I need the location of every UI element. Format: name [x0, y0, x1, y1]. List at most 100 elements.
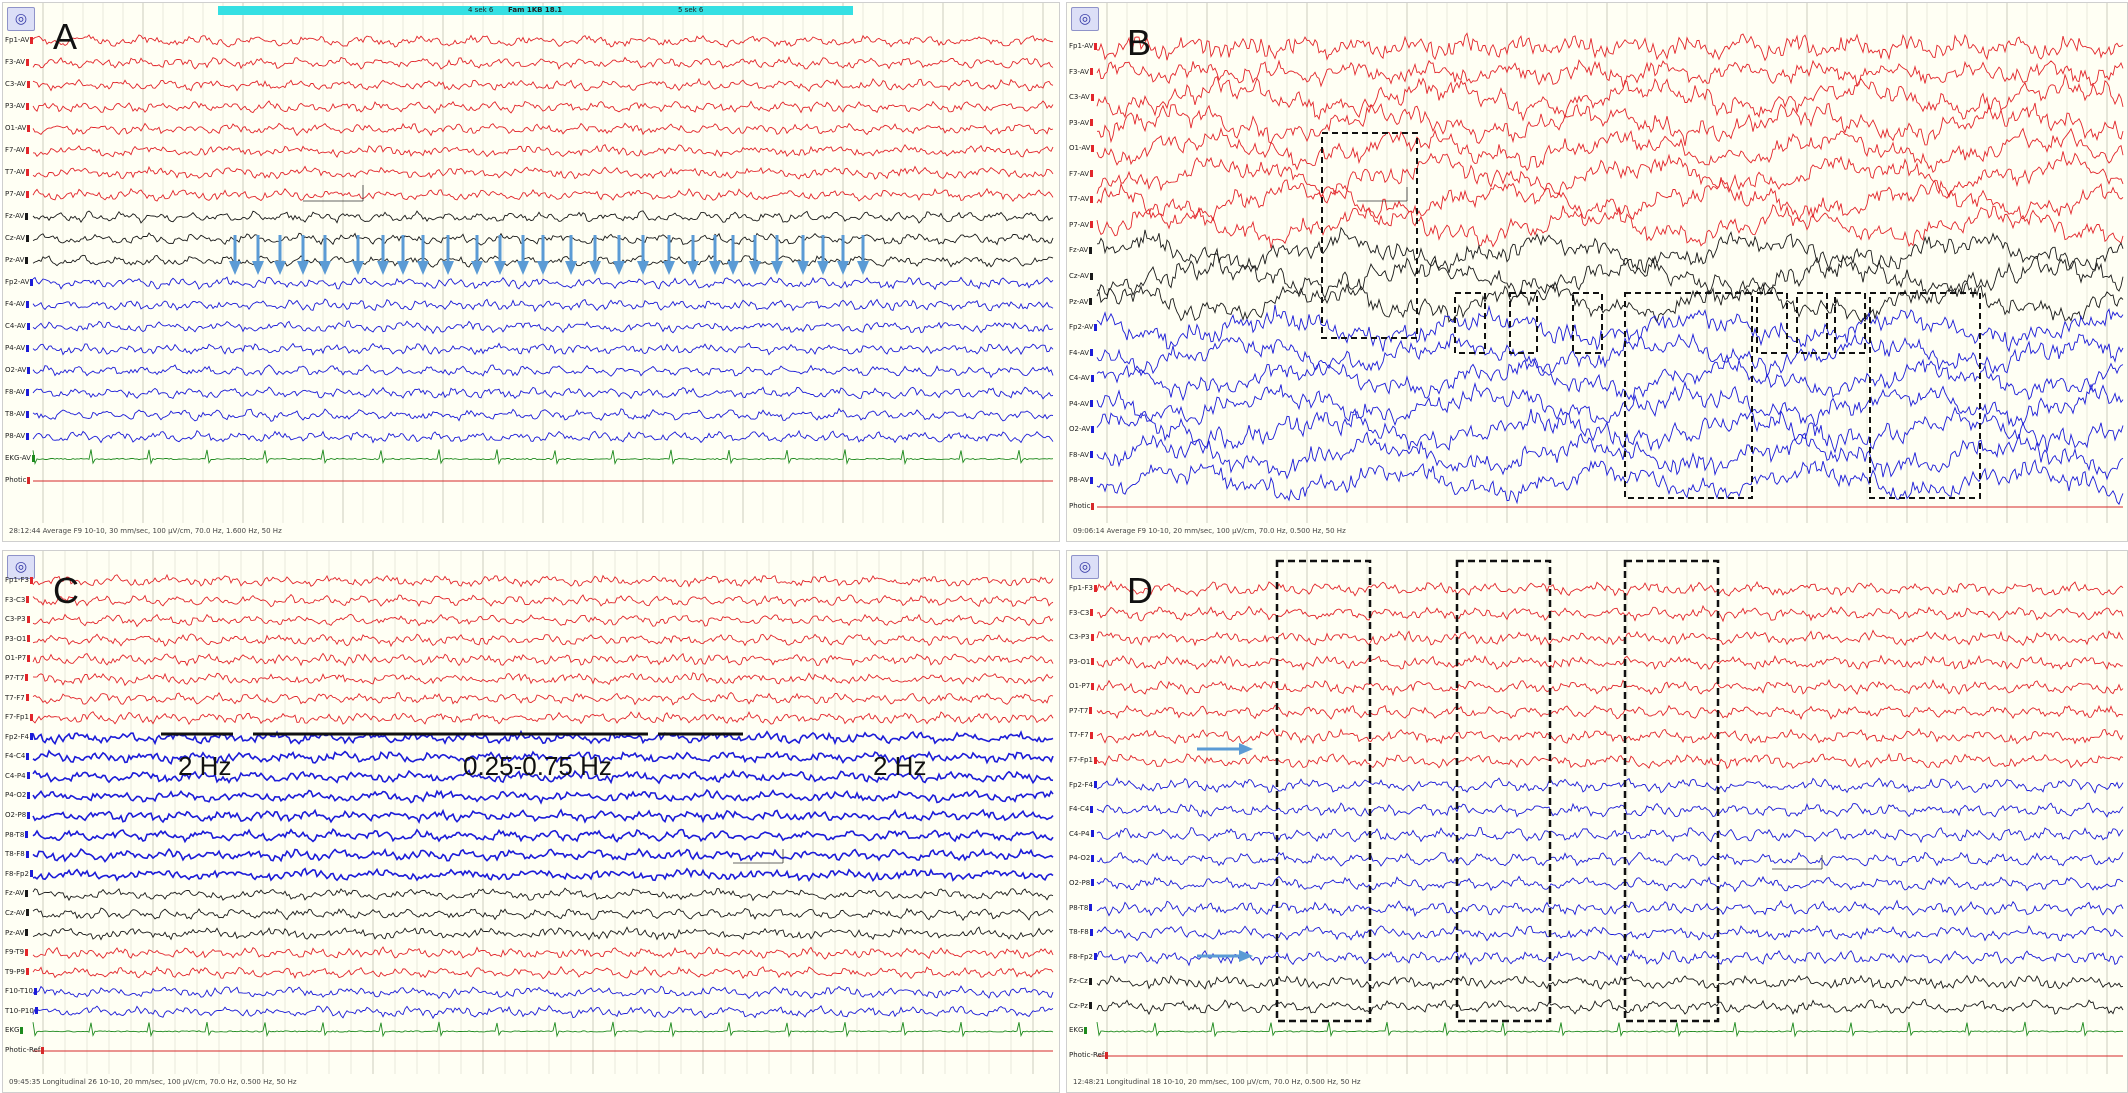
channel-label[interactable]: T7-AV	[1069, 195, 1094, 204]
channel-color-marker	[1089, 349, 1093, 357]
channel-label[interactable]: Photic	[5, 476, 31, 484]
channel-label[interactable]: Fp2-AV	[1069, 323, 1098, 331]
channel-label[interactable]: P7-T7	[1069, 707, 1093, 715]
channel-label[interactable]: T10-P10	[5, 1007, 38, 1015]
channel-label[interactable]: Cz-AV	[1069, 272, 1094, 280]
channel-label[interactable]: P4-O2	[5, 791, 31, 799]
channel-label[interactable]: Pz-AV	[1069, 298, 1093, 306]
channel-label[interactable]: T7-F7	[5, 694, 29, 702]
channel-label[interactable]: P8-AV	[5, 432, 30, 440]
scale-bar	[733, 849, 784, 864]
channel-label[interactable]: Pz-AV	[5, 256, 29, 264]
channel-label[interactable]: F4-C4	[5, 752, 30, 760]
channel-label[interactable]: F9-T9	[5, 948, 29, 956]
channel-label[interactable]: Pz-AV	[5, 929, 29, 937]
channel-label[interactable]: Fz-AV	[1069, 246, 1093, 254]
channel-label[interactable]: Photic	[1069, 502, 1095, 510]
channel-label[interactable]: P7-T7	[5, 674, 29, 682]
channel-label[interactable]: F3-C3	[5, 596, 30, 604]
channel-label[interactable]: F7-Fp1	[5, 713, 33, 721]
montage-menu-icon[interactable]: ◎	[7, 7, 35, 31]
channel-label[interactable]: C3-AV	[1069, 93, 1094, 101]
channel-color-marker	[25, 929, 29, 936]
channel-label[interactable]: Fp1-F3	[5, 576, 33, 584]
channel-label[interactable]: P4-O2	[1069, 854, 1095, 862]
channel-label[interactable]: O2-AV	[5, 366, 31, 374]
channel-label[interactable]: Photic-Ref	[1069, 1051, 1109, 1059]
channel-label[interactable]: P3-AV	[5, 102, 30, 110]
channel-label[interactable]: Fz-AV	[5, 212, 29, 220]
channel-label[interactable]: Fp1-F3	[1069, 584, 1097, 592]
channel-label[interactable]: P7-AV	[1069, 221, 1094, 229]
channel-label[interactable]: C3-P3	[5, 615, 30, 623]
channel-label[interactable]: T8-AV	[5, 410, 30, 418]
channel-label[interactable]: Fp1-AV	[5, 36, 34, 44]
montage-menu-icon[interactable]: ◎	[7, 555, 35, 579]
channel-label[interactable]: T8-F8	[5, 850, 29, 858]
channel-label[interactable]: Cz-AV	[5, 234, 30, 242]
channel-label[interactable]: Cz-Pz	[1069, 1002, 1092, 1010]
channel-label[interactable]: C4-P4	[1069, 830, 1094, 838]
montage-menu-icon[interactable]: ◎	[1071, 7, 1099, 31]
channel-label[interactable]: C4-P4	[5, 772, 30, 780]
channel-label[interactable]: P3-AV	[1069, 119, 1094, 127]
montage-menu-icon[interactable]: ◎	[1071, 555, 1099, 579]
channel-label[interactable]: Fz-Cz	[1069, 977, 1092, 985]
eeg-trace	[32, 633, 1054, 648]
channel-label[interactable]: F8-Fp2	[1069, 953, 1097, 961]
channel-label[interactable]: P8-AV	[1069, 476, 1094, 484]
channel-label[interactable]: Fp1-AV	[1069, 42, 1098, 50]
channel-label[interactable]: P8-T8	[1069, 904, 1093, 912]
channel-label[interactable]: F7-AV	[1069, 170, 1093, 178]
channel-label[interactable]: F3-AV	[1069, 68, 1093, 76]
channel-label[interactable]: T9-P9	[5, 968, 29, 976]
channel-color-marker	[25, 146, 29, 154]
channel-label[interactable]: F8-AV	[5, 388, 29, 396]
channel-label[interactable]: O1-AV	[1069, 144, 1095, 152]
channel-label[interactable]: F4-C4	[1069, 805, 1094, 813]
channel-label[interactable]: O2-P8	[5, 811, 31, 819]
channel-label[interactable]: T8-F8	[1069, 928, 1093, 936]
channel-label[interactable]: O1-AV	[5, 124, 31, 132]
channel-label[interactable]: EKG	[5, 1026, 24, 1034]
channel-label[interactable]: F7-Fp1	[1069, 756, 1097, 764]
channel-label[interactable]: F7-AV	[5, 146, 29, 154]
channel-label[interactable]: F8-AV	[1069, 451, 1093, 459]
spike-arrowhead	[749, 261, 761, 275]
channel-label[interactable]: Fp2-F4	[5, 733, 33, 741]
channel-label[interactable]: F8-Fp2	[5, 870, 33, 878]
channel-color-marker	[29, 733, 33, 741]
channel-label[interactable]: C3-AV	[5, 80, 30, 88]
channel-label[interactable]: O1-P7	[5, 654, 31, 662]
channel-label[interactable]: F4-AV	[1069, 349, 1093, 357]
channel-color-marker	[1090, 609, 1094, 617]
channel-label[interactable]: Fz-AV	[5, 889, 29, 897]
channel-label[interactable]: P4-AV	[1069, 400, 1094, 408]
channel-label[interactable]: P7-AV	[5, 190, 30, 198]
channel-label[interactable]: F3-AV	[5, 58, 29, 66]
channel-label[interactable]: O2-AV	[1069, 425, 1095, 433]
channel-label[interactable]: EKG-AV	[5, 454, 35, 462]
channel-label[interactable]: C4-AV	[5, 322, 30, 330]
channel-label[interactable]: P4-AV	[5, 344, 30, 352]
channel-label[interactable]: EKG	[1069, 1026, 1088, 1034]
channel-label[interactable]: Fp2-AV	[5, 278, 34, 286]
time-bar[interactable]: 4 sek 6 Fam 1KB 18.1 5 sek 6	[218, 6, 853, 15]
channel-label[interactable]: P3-O1	[1069, 658, 1095, 666]
channel-label[interactable]: O1-P7	[1069, 682, 1095, 690]
channel-label[interactable]: P8-T8	[5, 831, 29, 839]
channel-label[interactable]: F10-T10	[5, 987, 37, 995]
channel-label[interactable]: F3-C3	[1069, 609, 1094, 617]
eeg-panel-c: ◎ C 2 Hz 0.25-0.75 Hz 2 Hz Fp1-F3 F3-C3 C3…	[2, 550, 1060, 1093]
channel-label[interactable]: C3-P3	[1069, 633, 1094, 641]
channel-label[interactable]: Photic-Ref	[5, 1046, 45, 1054]
channel-label[interactable]: Fp2-F4	[1069, 781, 1097, 789]
channel-label[interactable]: T7-AV	[5, 168, 30, 176]
channel-label[interactable]: T7-F7	[1069, 731, 1093, 739]
channel-label[interactable]: F4-AV	[5, 300, 29, 308]
channel-label[interactable]: O2-P8	[1069, 879, 1095, 887]
channel-label[interactable]: C4-AV	[1069, 374, 1094, 382]
channel-label[interactable]: Cz-AV	[5, 909, 30, 917]
channel-label-text: T7-AV	[1069, 195, 1090, 204]
channel-label[interactable]: P3-O1	[5, 635, 31, 643]
